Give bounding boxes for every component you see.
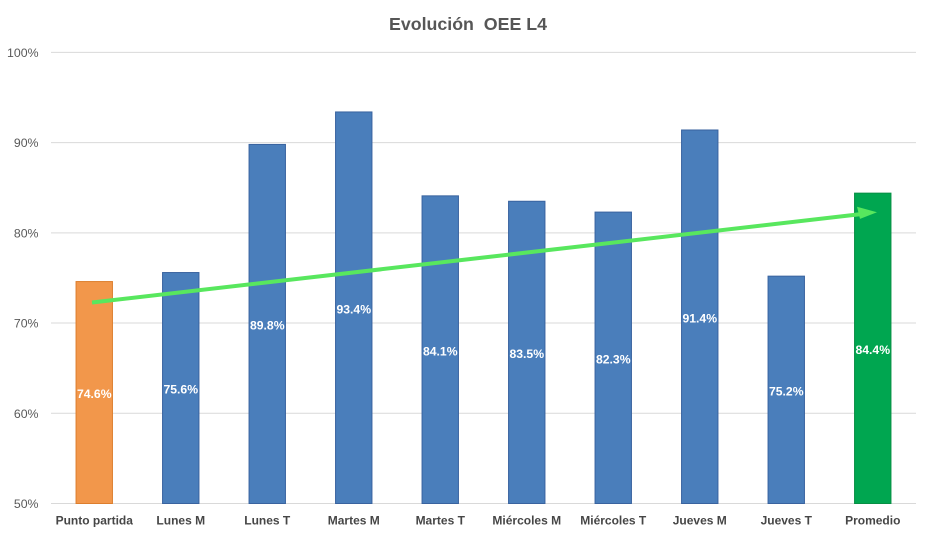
svg-text:89.8%: 89.8% <box>250 319 285 333</box>
svg-text:Evolución OEE L4: Evolución OEE L4 <box>389 14 547 34</box>
svg-text:90%: 90% <box>14 136 39 150</box>
svg-text:Jueves T: Jueves T <box>761 514 813 528</box>
svg-text:75.6%: 75.6% <box>163 383 198 397</box>
svg-text:75.2%: 75.2% <box>769 384 804 398</box>
svg-text:Miércoles T: Miércoles T <box>580 514 647 528</box>
svg-text:Punto partida: Punto partida <box>56 514 134 528</box>
svg-text:Promedio: Promedio <box>845 514 900 528</box>
svg-text:74.6%: 74.6% <box>77 387 112 401</box>
svg-text:60%: 60% <box>14 407 39 421</box>
svg-text:82.3%: 82.3% <box>596 352 631 366</box>
svg-text:83.5%: 83.5% <box>509 347 544 361</box>
svg-text:Martes T: Martes T <box>416 514 466 528</box>
svg-text:Martes M: Martes M <box>328 514 380 528</box>
svg-text:Miércoles M: Miércoles M <box>492 514 561 528</box>
svg-text:Lunes M: Lunes M <box>156 514 205 528</box>
svg-text:84.1%: 84.1% <box>423 344 458 358</box>
svg-text:84.4%: 84.4% <box>855 343 890 357</box>
svg-text:70%: 70% <box>14 317 39 331</box>
svg-text:91.4%: 91.4% <box>682 311 717 325</box>
svg-text:93.4%: 93.4% <box>336 302 371 316</box>
svg-text:50%: 50% <box>14 497 39 511</box>
svg-text:Jueves M: Jueves M <box>673 514 727 528</box>
svg-text:80%: 80% <box>14 226 39 240</box>
svg-text:100%: 100% <box>7 46 39 60</box>
svg-text:Lunes T: Lunes T <box>244 514 291 528</box>
